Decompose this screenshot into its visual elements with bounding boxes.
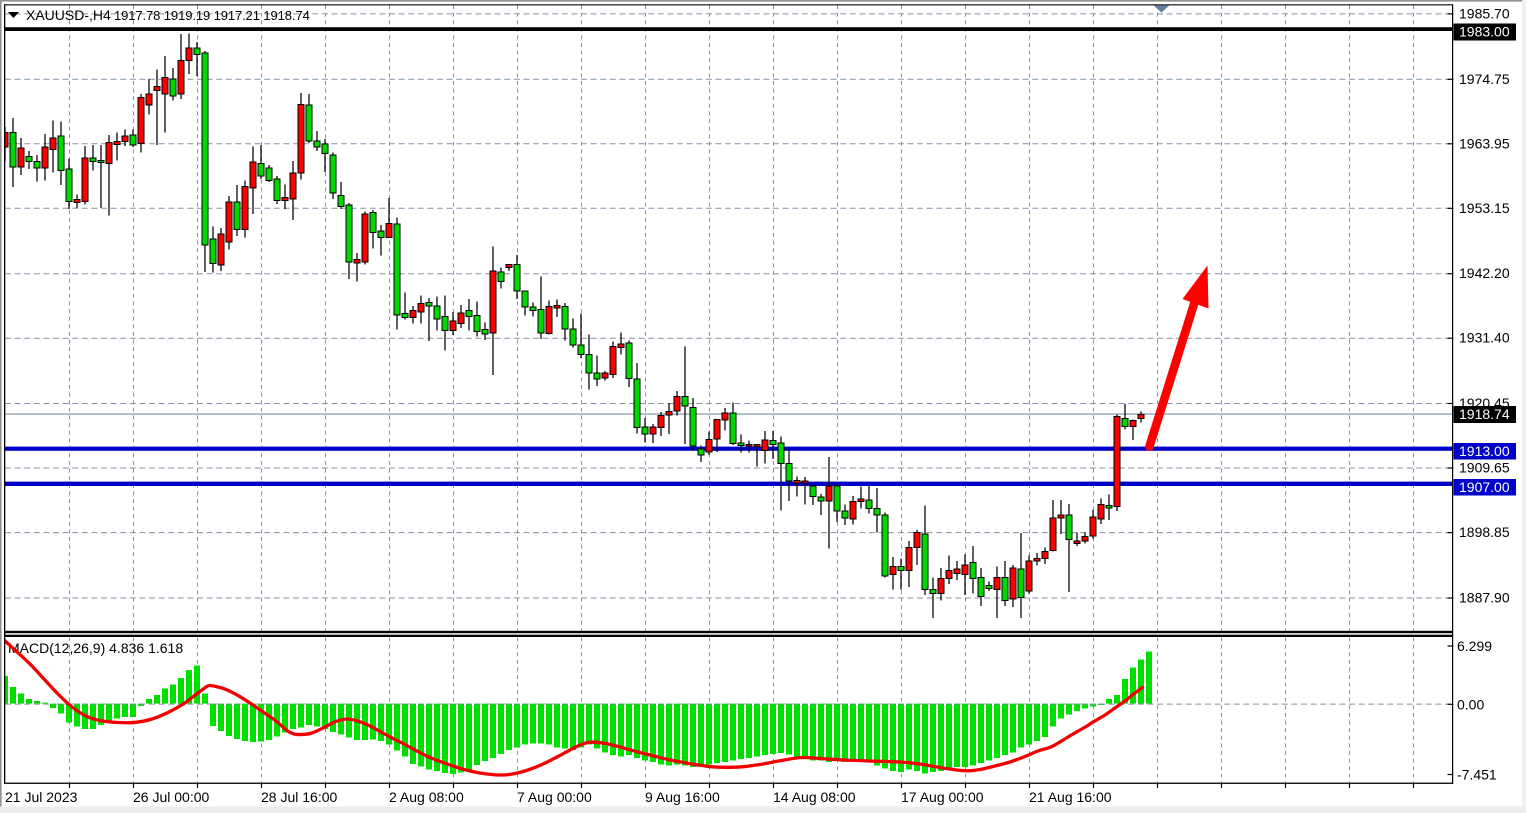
svg-text:1931.40: 1931.40 bbox=[1459, 330, 1510, 346]
svg-text:2 Aug 08:00: 2 Aug 08:00 bbox=[389, 789, 464, 805]
svg-text:21 Jul 2023: 21 Jul 2023 bbox=[5, 789, 78, 805]
svg-text:1953.15: 1953.15 bbox=[1459, 200, 1510, 216]
svg-text:XAUUSD-,H4: XAUUSD-,H4 bbox=[26, 7, 111, 23]
svg-text:14 Aug 08:00: 14 Aug 08:00 bbox=[773, 789, 856, 805]
svg-text:MACD(12,26,9) 4.836 1.618: MACD(12,26,9) 4.836 1.618 bbox=[8, 640, 183, 656]
svg-text:1983.00: 1983.00 bbox=[1459, 24, 1510, 40]
svg-text:1913.00: 1913.00 bbox=[1459, 443, 1510, 459]
svg-text:1887.90: 1887.90 bbox=[1459, 590, 1510, 606]
svg-text:28 Jul 16:00: 28 Jul 16:00 bbox=[261, 789, 337, 805]
svg-text:1917.78 1919.19 1917.21 1918.7: 1917.78 1919.19 1917.21 1918.74 bbox=[114, 8, 310, 23]
svg-text:1918.74: 1918.74 bbox=[1459, 406, 1510, 422]
svg-text:1974.75: 1974.75 bbox=[1459, 71, 1510, 87]
svg-text:7 Aug 00:00: 7 Aug 00:00 bbox=[517, 789, 592, 805]
svg-text:1898.85: 1898.85 bbox=[1459, 524, 1510, 540]
svg-text:1907.00: 1907.00 bbox=[1459, 479, 1510, 495]
svg-text:1985.70: 1985.70 bbox=[1459, 5, 1510, 21]
svg-text:6.299: 6.299 bbox=[1457, 638, 1492, 654]
svg-text:9 Aug 16:00: 9 Aug 16:00 bbox=[645, 789, 720, 805]
svg-text:1942.20: 1942.20 bbox=[1459, 265, 1510, 281]
svg-text:-7.451: -7.451 bbox=[1457, 767, 1497, 783]
svg-text:26 Jul 00:00: 26 Jul 00:00 bbox=[133, 789, 209, 805]
svg-text:1909.65: 1909.65 bbox=[1459, 460, 1510, 476]
svg-text:17 Aug 00:00: 17 Aug 00:00 bbox=[901, 789, 984, 805]
svg-text:1963.95: 1963.95 bbox=[1459, 135, 1510, 151]
svg-text:0.00: 0.00 bbox=[1457, 696, 1484, 712]
svg-text:21 Aug 16:00: 21 Aug 16:00 bbox=[1029, 789, 1112, 805]
